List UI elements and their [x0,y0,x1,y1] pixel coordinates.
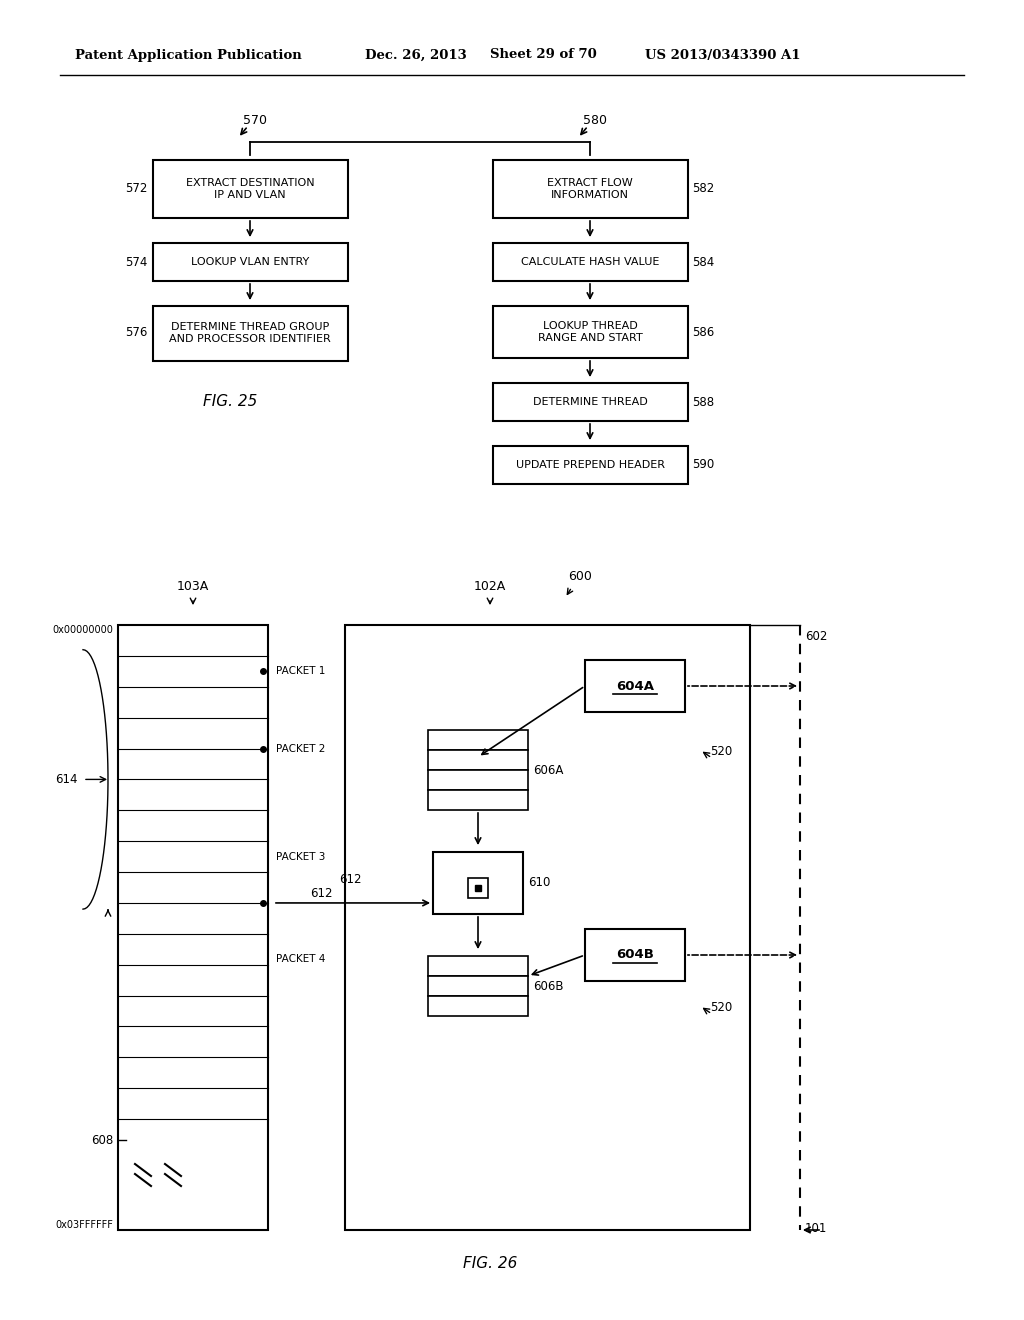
Text: UPDATE PREPEND HEADER: UPDATE PREPEND HEADER [515,459,665,470]
Text: 574: 574 [126,256,148,268]
Bar [428,956,528,975]
Text: 612: 612 [310,887,333,900]
Bar [493,160,688,218]
Text: 612: 612 [339,873,361,886]
Text: Patent Application Publication: Patent Application Publication [75,49,302,62]
Text: 570: 570 [243,114,267,127]
Text: 602: 602 [805,630,827,643]
Bar [118,624,268,1230]
Bar [428,730,528,750]
Text: Dec. 26, 2013: Dec. 26, 2013 [365,49,467,62]
Text: 0x00000000: 0x00000000 [52,624,113,635]
Text: FIG. 26: FIG. 26 [463,1257,517,1271]
Text: LOOKUP THREAD
RANGE AND START: LOOKUP THREAD RANGE AND START [538,321,642,343]
Text: PACKET 1: PACKET 1 [276,667,326,676]
Text: 608: 608 [91,1134,113,1147]
Text: LOOKUP VLAN ENTRY: LOOKUP VLAN ENTRY [190,257,309,267]
Text: 582: 582 [692,182,715,195]
Bar [585,660,685,711]
Bar [428,789,528,810]
Text: 586: 586 [692,326,715,338]
Bar [585,929,685,981]
Text: 606A: 606A [534,763,563,776]
Text: Sheet 29 of 70: Sheet 29 of 70 [490,49,597,62]
Text: PACKET 2: PACKET 2 [276,743,326,754]
Text: 614: 614 [55,774,78,785]
Bar [153,160,348,218]
Bar [493,383,688,421]
Text: 572: 572 [126,182,148,195]
Text: DETERMINE THREAD GROUP
AND PROCESSOR IDENTIFIER: DETERMINE THREAD GROUP AND PROCESSOR IDE… [169,322,331,343]
Text: 580: 580 [583,114,607,127]
Bar [345,624,750,1230]
Bar [153,306,348,360]
Text: 520: 520 [710,1001,732,1014]
Text: 604A: 604A [616,680,654,693]
Bar [153,243,348,281]
Text: PACKET 3: PACKET 3 [276,851,326,862]
Text: 584: 584 [692,256,715,268]
Text: 600: 600 [568,570,592,583]
Text: CALCULATE HASH VALUE: CALCULATE HASH VALUE [521,257,659,267]
Bar [493,306,688,358]
Text: EXTRACT DESTINATION
IP AND VLAN: EXTRACT DESTINATION IP AND VLAN [185,178,314,199]
Text: 604B: 604B [616,949,654,961]
Text: 101: 101 [805,1222,827,1236]
Text: 103A: 103A [177,579,209,593]
Text: 576: 576 [126,326,148,339]
Bar [428,997,528,1016]
Bar [493,446,688,484]
Text: DETERMINE THREAD: DETERMINE THREAD [532,397,647,407]
Bar [428,770,528,789]
Text: 520: 520 [710,744,732,758]
Bar [428,750,528,770]
Text: EXTRACT FLOW
INFORMATION: EXTRACT FLOW INFORMATION [547,178,633,199]
Bar [493,243,688,281]
Text: 590: 590 [692,458,715,471]
Text: 606B: 606B [534,979,563,993]
Bar [428,975,528,997]
Text: FIG. 25: FIG. 25 [203,393,257,409]
Text: 588: 588 [692,396,714,408]
Text: 610: 610 [528,876,550,890]
Text: 0x03FFFFFF: 0x03FFFFFF [55,1220,113,1230]
Text: 102A: 102A [474,579,506,593]
Bar [433,851,523,913]
Text: US 2013/0343390 A1: US 2013/0343390 A1 [645,49,801,62]
Text: PACKET 4: PACKET 4 [276,953,326,964]
Bar [468,878,488,898]
